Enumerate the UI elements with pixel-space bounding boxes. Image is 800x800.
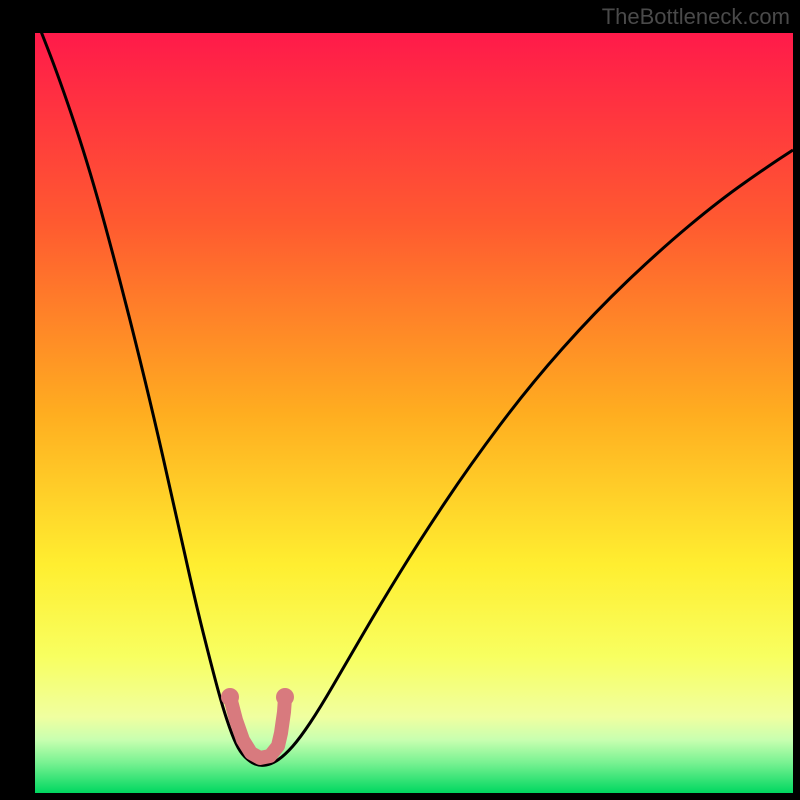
chart-svg bbox=[35, 33, 793, 793]
main-curve-line bbox=[35, 16, 793, 765]
highlight-endpoints bbox=[221, 688, 294, 706]
chart-plot-area bbox=[35, 33, 793, 793]
highlight-dot bbox=[221, 688, 239, 706]
highlight-dot bbox=[276, 688, 294, 706]
watermark-text: TheBottleneck.com bbox=[602, 4, 790, 30]
